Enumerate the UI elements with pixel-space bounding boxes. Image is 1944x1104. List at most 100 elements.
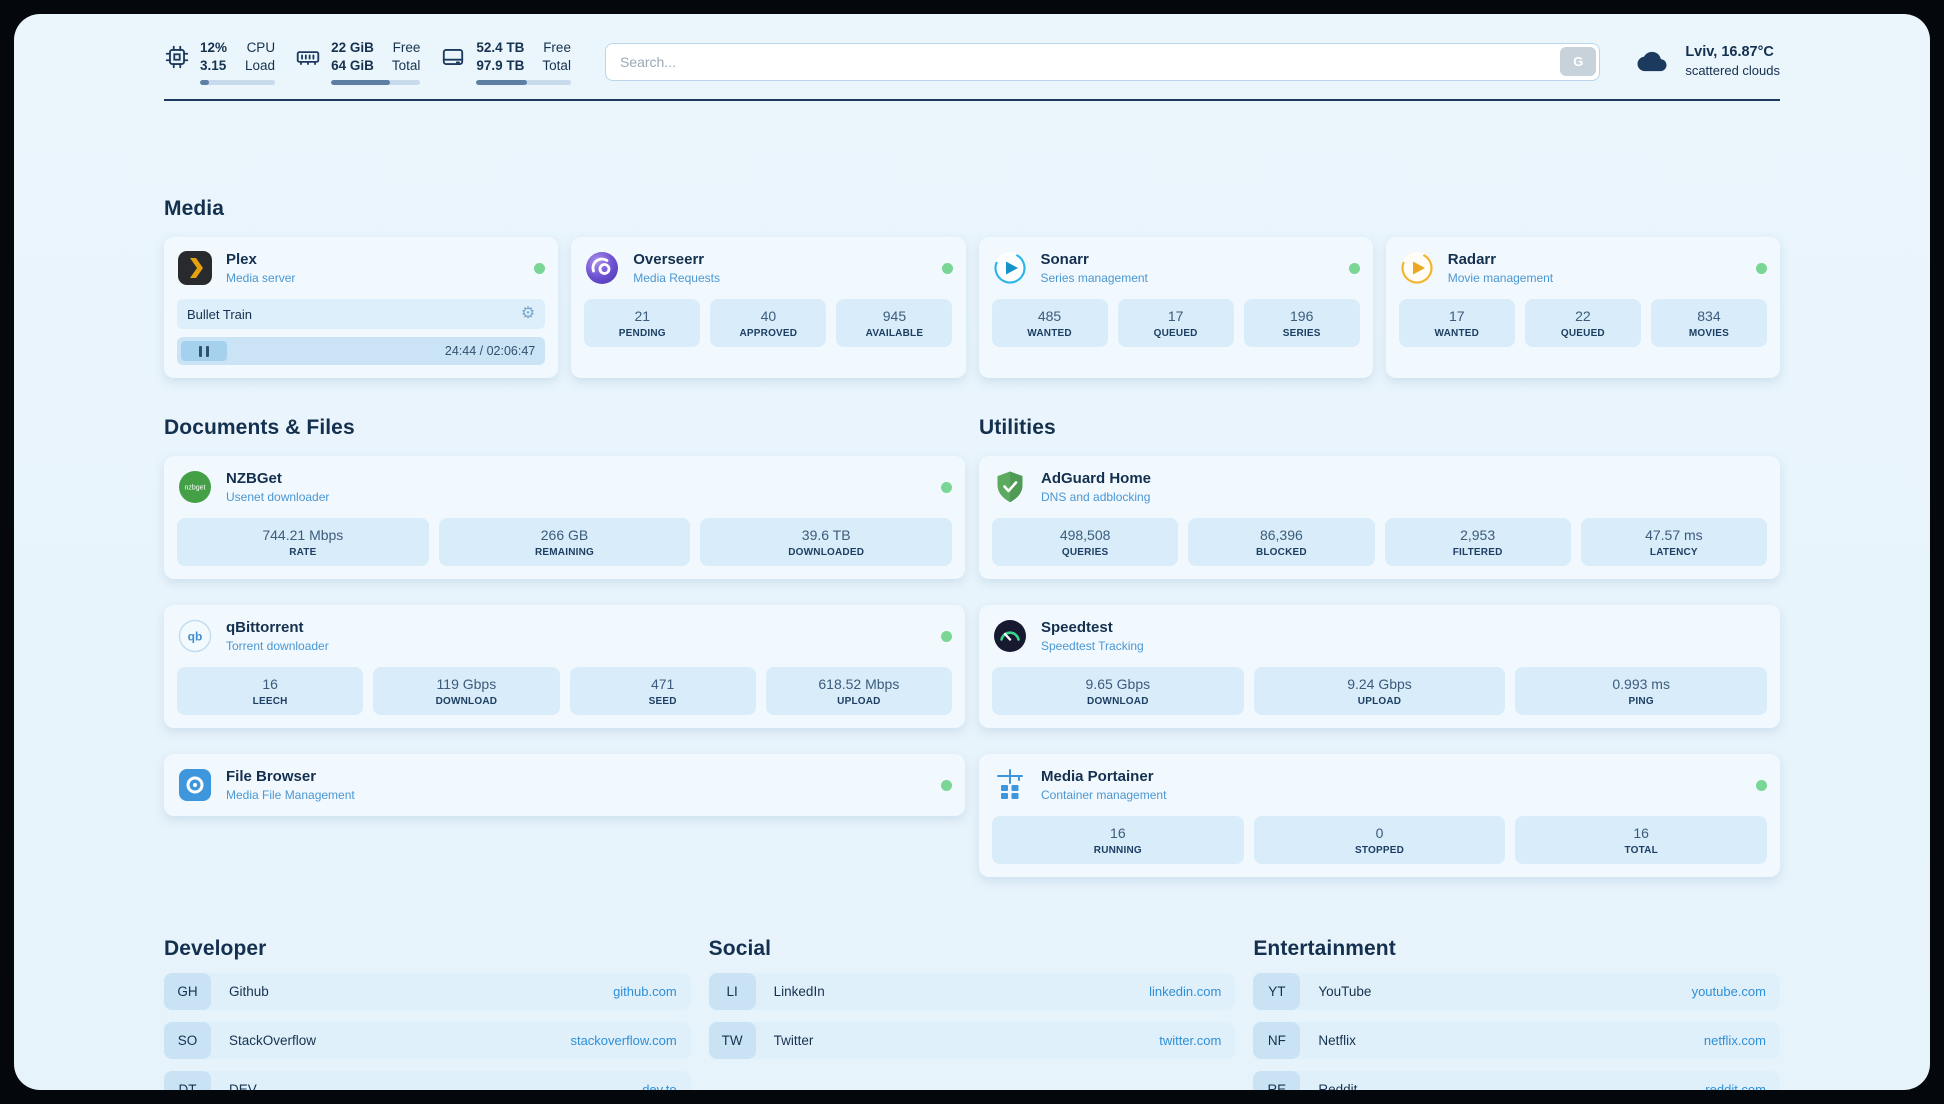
card-subtitle: Usenet downloader (226, 490, 330, 505)
card-subtitle: DNS and adblocking (1041, 490, 1151, 505)
status-dot (941, 779, 952, 791)
overseerr-card[interactable]: Overseerr Media Requests 21 PENDING 40 A… (571, 237, 966, 379)
qbittorrent-icon: qb (177, 618, 213, 654)
status-dot (941, 481, 952, 493)
gear-icon[interactable]: ⚙ (520, 305, 536, 323)
linkedin-abbr-icon: LI (708, 973, 756, 1011)
documents-column: Documents & Files nzbget NZBGet Usenet d (164, 416, 965, 903)
sonarr-card[interactable]: Sonarr Series management 485 WANTED 17 Q… (978, 237, 1373, 379)
bookmark-link[interactable]: youtube.com (1691, 984, 1766, 1000)
ram-total-value: 64 GiB (331, 58, 374, 74)
stat-tile: 22 QUEUED (1524, 299, 1641, 348)
card-subtitle: Media Requests (633, 271, 720, 286)
card-subtitle: Media server (226, 271, 296, 286)
bookmark-stackoverflow[interactable]: SO StackOverflow stackoverflow.com (164, 1022, 691, 1060)
card-title: Plex (226, 251, 257, 269)
disk-free-label: Free (543, 40, 571, 55)
status-dot (941, 262, 953, 274)
ram-total-label: Total (391, 58, 421, 74)
disk-total-label: Total (542, 58, 571, 74)
filebrowser-icon (177, 767, 213, 803)
cpu-widget: 12% CPU 3.15 Load (164, 40, 276, 86)
cpu-chip-icon (164, 40, 190, 85)
ram-free-value: 22 GiB (331, 40, 374, 55)
bookmark-link[interactable]: stackoverflow.com (570, 1033, 677, 1049)
ram-free-label: Free (392, 40, 421, 55)
disk-widget: 52.4 TB Free 97.9 TB Total (440, 40, 571, 86)
nzbget-card[interactable]: nzbget NZBGet Usenet downloader 744.21 M… (164, 456, 965, 580)
social-heading: Social (708, 937, 772, 961)
stackoverflow-abbr-icon: SO (164, 1022, 211, 1060)
bookmark-netflix[interactable]: NF Netflix netflix.com (1253, 1022, 1780, 1060)
portainer-card[interactable]: Media Portainer Container management 16 … (979, 754, 1780, 878)
stat-tile: 2,953 FILTERED (1384, 518, 1571, 567)
cpu-progressbar (200, 80, 276, 86)
cpu-load-label: Load (245, 58, 276, 74)
bookmark-link[interactable]: netflix.com (1703, 1033, 1766, 1049)
status-dot (1756, 779, 1767, 791)
qbittorrent-card[interactable]: qb qBittorrent Torrent downloader 16 LEE… (164, 605, 965, 729)
bookmark-linkedin[interactable]: LI LinkedIn linkedin.com (708, 973, 1236, 1011)
bookmark-link[interactable]: reddit.com (1705, 1082, 1766, 1090)
bookmark-dev[interactable]: DT DEV dev.to (164, 1071, 691, 1090)
bookmark-link[interactable]: github.com (613, 984, 677, 1000)
ram-widget: 22 GiB Free 64 GiB Total (295, 40, 421, 86)
adguard-shield-icon (992, 469, 1028, 505)
entertainment-heading: Entertainment (1253, 937, 1396, 961)
topbar: 12% CPU 3.15 Load (164, 40, 1780, 86)
bookmark-link[interactable]: dev.to (642, 1082, 677, 1090)
card-title: AdGuard Home (1041, 470, 1152, 488)
now-playing-row: Bullet Train ⚙ (177, 299, 546, 330)
search-input[interactable] (604, 43, 1601, 81)
card-title: Sonarr (1040, 251, 1089, 269)
plex-icon (177, 250, 213, 286)
filebrowser-card[interactable]: File Browser Media File Management (164, 754, 965, 817)
bookmark-reddit[interactable]: RE Reddit reddit.com (1253, 1071, 1780, 1090)
reddit-abbr-icon: RE (1253, 1071, 1301, 1090)
search-engine-button[interactable]: G (1560, 47, 1597, 76)
adguard-card[interactable]: AdGuard Home DNS and adblocking 498,508 … (979, 456, 1780, 580)
status-dot (1756, 262, 1767, 274)
stat-tile: 834 MOVIES (1650, 299, 1767, 348)
speedtest-card[interactable]: Speedtest Speedtest Tracking 9.65 Gbps D… (979, 605, 1780, 729)
plex-card[interactable]: Plex Media server Bullet Train ⚙ 24:44 /… (164, 237, 559, 379)
sonarr-icon (992, 250, 1028, 286)
stat-tile: 86,396 BLOCKED (1188, 518, 1375, 567)
hard-drive-icon (440, 40, 466, 85)
stat-tile: 40 APPROVED (710, 299, 827, 348)
weather-widget[interactable]: Lviv, 16.87°C scattered clouds (1632, 44, 1780, 78)
netflix-abbr-icon: NF (1253, 1022, 1301, 1060)
radarr-card[interactable]: Radarr Movie management 17 WANTED 22 QUE… (1385, 237, 1780, 379)
stat-tile: 485 WANTED (991, 299, 1108, 348)
nzbget-icon: nzbget (177, 469, 213, 505)
youtube-abbr-icon: YT (1253, 973, 1301, 1011)
dashboard-panel: 12% CPU 3.15 Load (14, 14, 1930, 1090)
bookmark-link[interactable]: linkedin.com (1149, 984, 1222, 1000)
developer-column: Developer GH Github github.com SO StackO… (164, 937, 691, 1090)
bookmark-youtube[interactable]: YT YouTube youtube.com (1253, 973, 1780, 1011)
weather-location: Lviv, 16.87°C (1685, 44, 1774, 60)
svg-text:qb: qb (188, 630, 203, 644)
bookmark-link[interactable]: twitter.com (1159, 1033, 1222, 1049)
playback-progressbar: 24:44 / 02:06:47 (177, 337, 546, 366)
bookmark-twitter[interactable]: TW Twitter twitter.com (708, 1022, 1236, 1060)
disk-progressbar (476, 80, 571, 86)
stat-tile: 17 QUEUED (1117, 299, 1234, 348)
cpu-load-value: 3.15 (200, 58, 227, 74)
card-subtitle: Media File Management (226, 788, 355, 803)
card-subtitle: Series management (1040, 271, 1148, 286)
weather-condition: scattered clouds (1685, 63, 1780, 78)
stat-tile: 0 STOPPED (1253, 816, 1506, 865)
github-abbr-icon: GH (164, 973, 211, 1011)
overseerr-icon (584, 250, 620, 286)
card-title: File Browser (226, 768, 317, 786)
speedtest-gauge-icon (992, 618, 1028, 654)
card-subtitle: Movie management (1447, 271, 1554, 286)
pause-button[interactable] (181, 341, 227, 362)
card-title: qBittorrent (226, 619, 304, 637)
topbar-divider (164, 99, 1780, 102)
svg-text:nzbget: nzbget (184, 485, 205, 492)
now-playing-title: Bullet Train (187, 306, 253, 322)
disk-total-value: 97.9 TB (476, 58, 525, 74)
bookmark-github[interactable]: GH Github github.com (164, 973, 691, 1011)
